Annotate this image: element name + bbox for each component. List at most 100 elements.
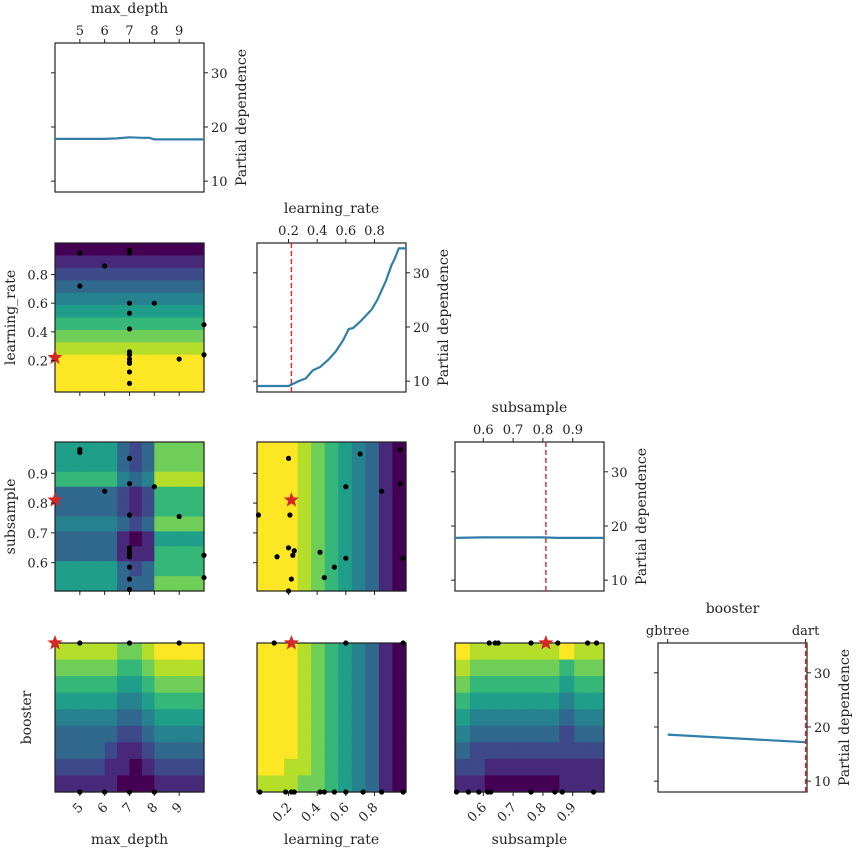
contour-cell: [129, 486, 143, 503]
contour-cell: [129, 531, 143, 547]
contour-cell: [92, 516, 106, 532]
contour-cell: [141, 676, 155, 694]
diagonal-panel-max_depth: 5 6 7 8 9 max_depth 10 20 30 Partial dependence: [51, 1, 250, 193]
contour-cell: [529, 676, 545, 694]
x-tick-label: 0.8: [364, 224, 385, 239]
contour-cell: [166, 742, 180, 760]
contour-cell: [117, 643, 131, 661]
contour-cell: [378, 659, 394, 677]
sample-point: [285, 545, 292, 551]
contour-cell: [559, 709, 575, 727]
contour-cell: [574, 775, 590, 793]
sample-point: [559, 789, 565, 795]
contour-cell: [324, 676, 339, 694]
contour-cell: [154, 471, 168, 488]
contour-cell: [166, 709, 180, 727]
contour-cell: [365, 742, 380, 760]
contour-cell: [166, 531, 180, 547]
x-tick-label: 0.7: [495, 800, 520, 825]
contour-cell: [514, 676, 531, 694]
x-tick-label: 0.6: [335, 224, 356, 239]
sample-point: [555, 640, 561, 646]
contour-cell: [55, 292, 205, 306]
contour-cell: [166, 471, 180, 488]
contour-cell: [55, 742, 69, 760]
contour-cell: [311, 676, 326, 694]
contour-cell: [589, 742, 605, 760]
contour-cell: [154, 643, 168, 661]
sample-point: [126, 369, 133, 375]
sample-point: [486, 640, 492, 646]
contour-cell: [141, 516, 155, 532]
y-tick-label: 30: [814, 667, 831, 682]
contour-cell: [284, 742, 299, 760]
contour-cell: [166, 676, 180, 694]
contour-cell: [257, 775, 272, 793]
contour-cell: [117, 561, 131, 577]
contour-cell: [529, 742, 545, 760]
sample-point: [126, 586, 133, 593]
contour-panel-subsample-vs-learning_rate: [253, 441, 407, 595]
contour-cell: [55, 317, 205, 331]
contour-cell: [351, 742, 366, 760]
sample-point: [271, 640, 277, 646]
sample-point: [400, 789, 406, 795]
contour-cell: [499, 775, 516, 793]
contour-cell: [351, 692, 366, 710]
contour-cell: [297, 709, 312, 727]
sample-point: [126, 250, 133, 256]
y-axis-label: Partial dependence: [634, 448, 650, 585]
contour-cell: [55, 456, 69, 473]
sample-point: [201, 352, 207, 358]
contour-cell: [141, 576, 155, 592]
contour-cell: [257, 692, 272, 710]
x-axis-label: max_depth: [91, 832, 168, 848]
contour-cell: [365, 692, 380, 710]
contour-cell: [257, 676, 272, 694]
contour-cell: [179, 516, 193, 532]
contour-cell: [191, 725, 205, 743]
contour-cell: [179, 692, 193, 710]
contour-cell: [129, 643, 143, 661]
contour-cell: [166, 692, 180, 710]
y-axis-label: booster: [19, 690, 35, 744]
optimum-star: [283, 492, 299, 507]
contour-cell: [179, 471, 193, 488]
y-tick-label: 10: [211, 175, 228, 190]
contour-cell: [544, 676, 560, 694]
contour-cell: [92, 725, 106, 743]
contour-cell: [104, 456, 118, 473]
contour-cell: [514, 692, 531, 710]
contour-cell: [484, 643, 501, 661]
optimum-star: [47, 492, 63, 507]
contour-cell: [365, 643, 380, 661]
y-axis-label: Partial dependence: [234, 49, 250, 186]
contour-cell: [179, 501, 193, 518]
contour-cell: [257, 659, 272, 677]
sample-point: [126, 352, 133, 358]
plot-frame: [454, 441, 605, 592]
contour-cell: [574, 676, 590, 694]
y-tick-label: 0.8: [27, 497, 48, 512]
x-axis-label: subsample: [492, 400, 568, 416]
contour-cell: [129, 676, 143, 694]
contour-cell: [154, 546, 168, 562]
contour-cell: [270, 725, 285, 743]
contour-cell: [104, 486, 118, 503]
contour-cell: [324, 442, 339, 592]
contour-cell: [104, 725, 118, 743]
contour-cell: [104, 676, 118, 694]
contour-cell: [67, 486, 81, 503]
contour-cell: [191, 775, 205, 793]
dependence-line: [667, 733, 806, 744]
contour-cell: [351, 775, 366, 793]
contour-cell: [257, 709, 272, 727]
contour-cell: [92, 775, 106, 793]
contour-cell: [338, 758, 353, 777]
contour-cell: [284, 659, 299, 677]
contour-cell: [129, 659, 143, 677]
contour-cell: [55, 775, 69, 793]
sample-point: [593, 640, 600, 646]
contour-cell: [392, 725, 407, 743]
contour-cell: [79, 742, 93, 760]
